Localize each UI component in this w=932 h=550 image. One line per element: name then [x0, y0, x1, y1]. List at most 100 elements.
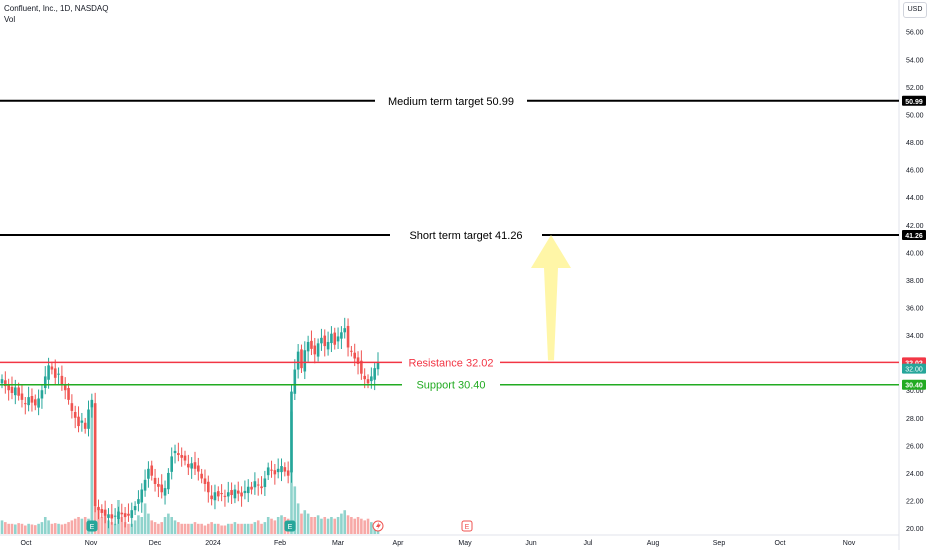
candle-body: [170, 456, 173, 472]
volume-bar: [160, 522, 164, 534]
volume-bar: [316, 515, 320, 534]
symbol-title: Confluent, Inc., 1D, NASDAQ: [4, 4, 109, 13]
candle-body: [360, 360, 363, 374]
volume-bar: [33, 525, 37, 534]
volume-bar: [70, 520, 74, 534]
candle-body: [323, 335, 327, 347]
candle-body: [253, 481, 257, 488]
price-tick-label: 26.00: [906, 443, 924, 450]
candle-body: [123, 513, 127, 518]
candle-body: [226, 492, 230, 497]
candle-body: [120, 512, 124, 515]
candle-body: [14, 387, 17, 396]
candle-body: [103, 509, 107, 516]
candle-body: [163, 488, 167, 496]
volume-bar: [77, 517, 80, 534]
earnings-marker-label: E: [465, 524, 470, 531]
candle-body: [370, 376, 373, 382]
candle-body: [127, 513, 130, 516]
volume-bar: [366, 518, 370, 534]
volume-bar: [223, 525, 227, 534]
volume-bar: [253, 522, 257, 534]
price-tick-label: 44.00: [906, 195, 924, 202]
drawn-levels[interactable]: Medium term target 50.99 Short term targe…: [0, 96, 899, 392]
candle-body: [190, 463, 193, 469]
price-tick-label: 46.00: [906, 168, 924, 175]
level-short-target: Short term target 41.26: [0, 230, 899, 242]
volume-bar: [110, 522, 114, 534]
candle-body: [256, 484, 260, 486]
candle-body: [87, 409, 90, 429]
price-axis[interactable]: 20.00 22.00 24.00 26.00 28.00 30.00 32.00 34.00…: [898, 0, 924, 550]
time-tick-label: Jun: [525, 540, 536, 547]
candle-body: [303, 350, 307, 372]
candle-body: [150, 465, 154, 476]
currency-button[interactable]: USD: [903, 2, 927, 18]
candle-body: [183, 455, 187, 461]
candle-body: [137, 499, 140, 504]
volume-bar: [0, 520, 4, 534]
candle-body: [270, 469, 273, 471]
time-axis[interactable]: Oct Nov Dec 2024 Feb Mar Apr May Jun Jul Aug Sep Oct…: [0, 534, 899, 547]
candle-body: [50, 366, 54, 370]
candle-body: [336, 336, 340, 342]
price-tick-label: 28.00: [906, 416, 924, 423]
volume-bar: [120, 517, 124, 534]
price-tick-label: 42.00: [906, 223, 924, 230]
candle-body: [363, 375, 366, 380]
candle-body: [37, 398, 40, 408]
price-tick-label: 40.00: [906, 250, 924, 257]
candle-body: [263, 478, 267, 488]
volume-bar: [326, 518, 330, 534]
volume-bar: [350, 517, 353, 534]
candle-body: [316, 343, 320, 357]
candle-body: [4, 380, 7, 387]
volume-bar: [336, 517, 340, 534]
time-tick-label: Oct: [21, 540, 32, 547]
time-tick-label: Jul: [584, 540, 593, 547]
volume-bar: [73, 518, 77, 534]
price-tick-label: 24.00: [906, 471, 924, 478]
volume-bar: [236, 523, 240, 534]
projection-arrow[interactable]: [531, 234, 571, 361]
earnings-marker-label: E: [288, 524, 293, 531]
candle-body: [260, 486, 263, 489]
volume-bar: [10, 523, 14, 534]
volume-label: Vol: [4, 15, 16, 24]
candle-body: [366, 379, 370, 384]
volume-bar: [230, 523, 233, 534]
volume-bar: [343, 510, 347, 534]
volume-bar: [150, 520, 154, 534]
volume-bar: [296, 503, 300, 534]
candle-body: [223, 495, 227, 497]
volume-bars: [0, 404, 380, 534]
volume-bar: [47, 520, 50, 534]
candle-body: [356, 357, 360, 365]
volume-bar: [23, 525, 27, 534]
candle-body: [143, 479, 147, 491]
volume-bar: [210, 522, 213, 534]
candle-body: [250, 486, 253, 490]
candle-body: [320, 337, 323, 344]
volume-bar: [53, 523, 57, 534]
candle-body: [350, 350, 353, 352]
price-tag-bg: [902, 229, 926, 240]
volume-bar: [303, 510, 307, 534]
volume-bar: [40, 522, 44, 534]
candle-body: [53, 368, 57, 378]
volume-bar: [63, 523, 67, 534]
volume-bar: [137, 515, 140, 534]
candle-body: [80, 420, 84, 423]
candle-body: [110, 514, 114, 519]
candle-body: [20, 393, 24, 400]
candle-body: [0, 379, 4, 384]
volume-bar: [7, 523, 10, 534]
candle-body: [343, 328, 347, 333]
earnings-marker-box: [461, 520, 473, 532]
volume-bar: [353, 518, 357, 534]
volume-bar: [67, 522, 70, 534]
volume-bar: [83, 517, 87, 534]
volume-bar: [306, 513, 310, 534]
